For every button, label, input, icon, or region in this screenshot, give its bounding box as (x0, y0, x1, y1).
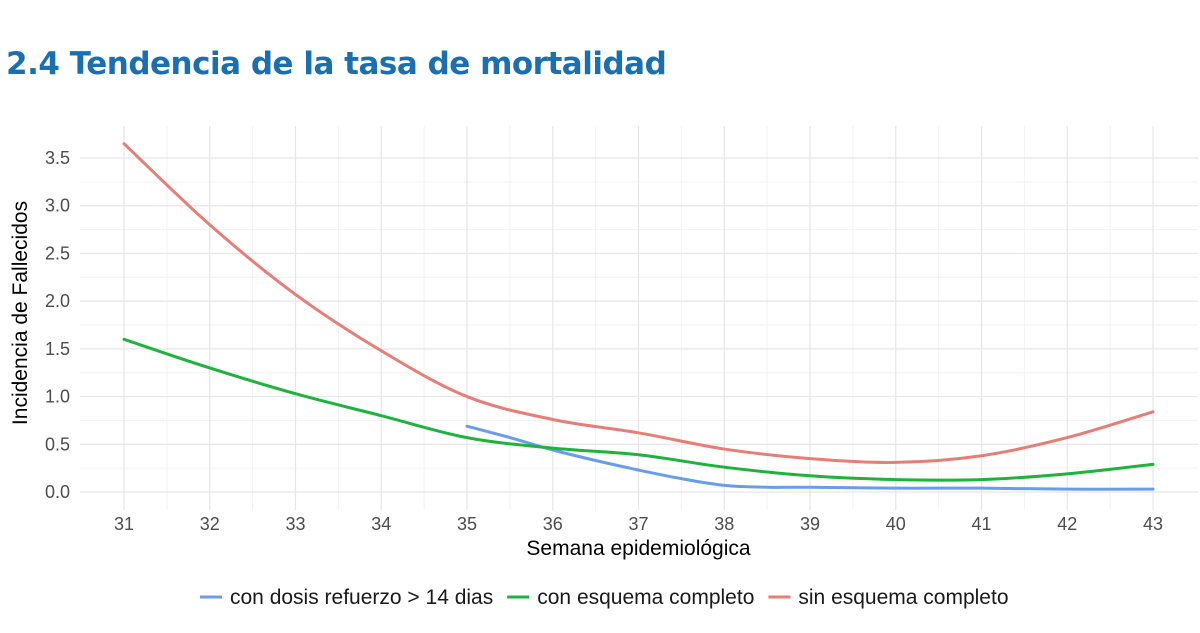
x-tick-label: 35 (457, 514, 477, 534)
page-title: 2.4 Tendencia de la tasa de mortalidad (6, 46, 667, 82)
legend-label-3: sin esquema completo (798, 586, 1008, 609)
y-tick-label: 0.0 (45, 482, 70, 502)
chart-legend: con dosis refuerzo > 14 dias con esquema … (200, 586, 1009, 609)
x-axis-title: Semana epidemiológica (526, 537, 750, 560)
x-tick-label: 31 (114, 514, 134, 534)
series-line-3 (122, 142, 1155, 464)
chart-series (122, 142, 1155, 491)
y-tick-label: 0.5 (45, 434, 70, 454)
x-tick-label: 41 (971, 514, 991, 534)
x-tick-label: 43 (1143, 514, 1163, 534)
series-line-2 (122, 337, 1155, 482)
legend-label-1: con dosis refuerzo > 14 dias (230, 586, 493, 609)
y-tick-label: 1.5 (45, 339, 70, 359)
x-tick-label: 38 (714, 514, 734, 534)
y-axis-title: Incidencia de Fallecidos (9, 201, 32, 425)
x-tick-label: 33 (285, 514, 305, 534)
legend-label-2: con esquema completo (537, 586, 754, 609)
y-tick-label: 3.5 (45, 148, 70, 168)
x-tick-label: 34 (371, 514, 391, 534)
chart-grid (80, 126, 1198, 510)
x-tick-label: 32 (200, 514, 220, 534)
y-tick-label: 1.0 (45, 387, 70, 407)
x-tick-label: 40 (886, 514, 906, 534)
y-tick-label: 2.5 (45, 243, 70, 263)
x-tick-label: 42 (1057, 514, 1077, 534)
chart-tick-labels: 31 32 33 34 35 36 37 38 39 40 41 42 43 0.0 0.5 1.0 1.5 2.… (45, 148, 1163, 534)
y-tick-label: 2.0 (45, 291, 70, 311)
series-line-1 (465, 424, 1155, 491)
x-tick-label: 36 (543, 514, 563, 534)
x-tick-label: 37 (628, 514, 648, 534)
y-tick-label: 3.0 (45, 196, 70, 216)
x-tick-label: 39 (800, 514, 820, 534)
